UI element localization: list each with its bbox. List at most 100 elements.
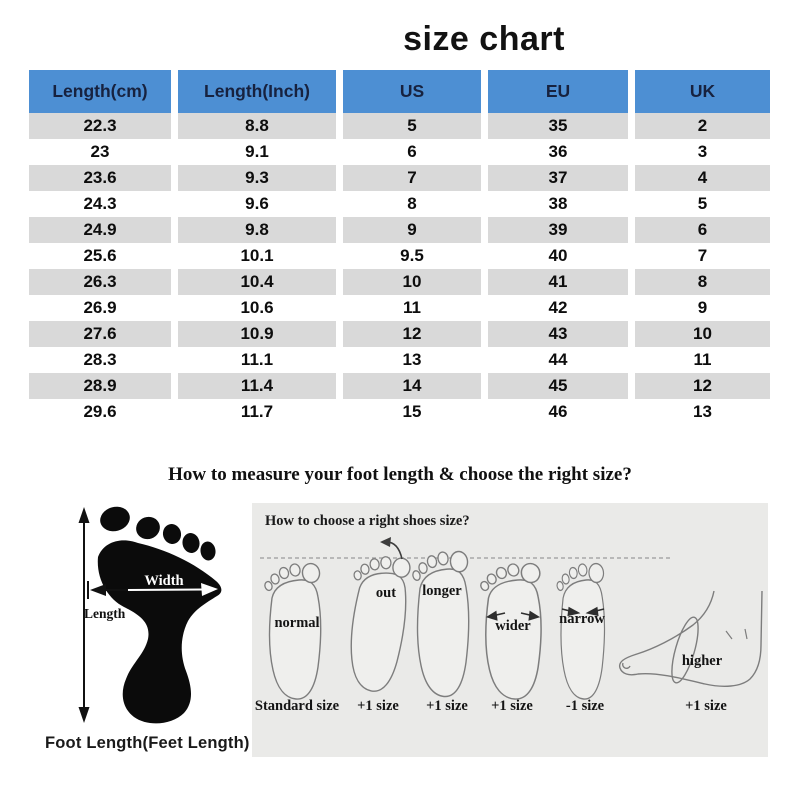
cell-length-cm: 24.3 bbox=[83, 194, 117, 213]
cell-length-inch: 10.6 bbox=[240, 298, 274, 317]
wider-arrows bbox=[485, 610, 541, 621]
cell-eu: 35 bbox=[488, 113, 628, 139]
cell-uk: 13 bbox=[693, 402, 712, 421]
foot-narrow-icon bbox=[555, 561, 606, 700]
table-row: 26.9 10.6 11 42 9 bbox=[29, 295, 770, 321]
cell-us: 15 bbox=[402, 402, 422, 421]
table-row: 22.3 8.8 5 35 2 bbox=[29, 113, 770, 139]
cell-us: 9 bbox=[343, 217, 481, 243]
table-body: 22.3 8.8 5 35 2 23 9.1 6 36 3 23.6 9.3 bbox=[29, 113, 770, 425]
cell-us: 12 bbox=[343, 321, 481, 347]
cell-length-inch: 9.3 bbox=[178, 165, 336, 191]
cell-length-cm: 26.9 bbox=[83, 298, 117, 317]
cell-eu: 37 bbox=[488, 165, 628, 191]
cell-length-inch: 10.1 bbox=[240, 246, 274, 265]
cell-length-inch: 11.7 bbox=[240, 402, 274, 421]
width-label: Width bbox=[144, 573, 183, 589]
choose-size-box: How to choose a right shoes size? bbox=[252, 503, 768, 757]
cell-uk: 8 bbox=[635, 269, 770, 295]
cell-length-inch: 10.9 bbox=[178, 321, 336, 347]
table-row: 28.9 11.4 14 45 12 bbox=[29, 373, 770, 399]
label-normal: normal bbox=[274, 615, 319, 631]
length-label: Length bbox=[84, 606, 126, 621]
choose-box-heading: How to choose a right shoes size? bbox=[265, 513, 470, 529]
column-header-length-inch: Length(Inch) bbox=[178, 70, 336, 113]
cell-length-cm: 27.6 bbox=[29, 321, 171, 347]
width-arrow bbox=[87, 581, 218, 599]
cell-length-inch: 9.1 bbox=[245, 142, 269, 161]
cell-uk: 3 bbox=[697, 142, 708, 161]
cell-us: 13 bbox=[402, 350, 422, 369]
choose-size-diagram: normal out longer wider narrow higher St… bbox=[255, 537, 763, 714]
table-row: 24.9 9.8 9 39 6 bbox=[29, 217, 770, 243]
cell-us: 8 bbox=[407, 194, 417, 213]
cell-length-inch: 10.4 bbox=[178, 269, 336, 295]
cell-length-cm: 23.6 bbox=[29, 165, 171, 191]
cell-length-inch: 9.6 bbox=[245, 194, 269, 213]
narrow-arrows bbox=[561, 606, 605, 617]
cell-eu: 36 bbox=[548, 142, 568, 161]
cell-eu: 38 bbox=[548, 194, 568, 213]
cell-eu: 41 bbox=[488, 269, 628, 295]
column-header-us: US bbox=[343, 70, 481, 113]
cell-uk: 12 bbox=[635, 373, 770, 399]
cell-eu: 39 bbox=[488, 217, 628, 243]
label-narrow: narrow bbox=[559, 611, 605, 627]
cell-uk: 4 bbox=[635, 165, 770, 191]
cell-length-cm: 26.3 bbox=[29, 269, 171, 295]
size-standard: Standard size bbox=[255, 698, 340, 714]
table-header-row: Length(cm) Length(Inch) US EU UK bbox=[29, 70, 770, 113]
size-narrow: -1 size bbox=[566, 698, 605, 714]
cell-us: 10 bbox=[343, 269, 481, 295]
size-wider: +1 size bbox=[491, 698, 533, 714]
cell-us: 6 bbox=[407, 142, 417, 161]
label-higher: higher bbox=[682, 653, 723, 669]
cell-uk: 7 bbox=[697, 246, 708, 265]
size-conversion-table: Length(cm) Length(Inch) US EU UK 22.3 8.… bbox=[29, 70, 770, 425]
cell-us: 11 bbox=[403, 298, 421, 317]
foot-out-icon bbox=[338, 550, 414, 695]
measure-section-heading: How to measure your foot length & choose… bbox=[168, 464, 632, 485]
cell-us: 5 bbox=[343, 113, 481, 139]
table-row: 28.3 11.1 13 44 11 bbox=[29, 347, 770, 373]
out-curved-arrow bbox=[380, 537, 403, 560]
table-row: 27.6 10.9 12 43 10 bbox=[29, 321, 770, 347]
cell-uk: 11 bbox=[693, 350, 712, 369]
table-row: 29.6 11.7 15 46 13 bbox=[29, 399, 770, 425]
table-row: 23.6 9.3 7 37 4 bbox=[29, 165, 770, 191]
cell-length-cm: 29.6 bbox=[83, 402, 117, 421]
cell-length-cm: 28.3 bbox=[83, 350, 117, 369]
label-longer: longer bbox=[422, 583, 462, 599]
cell-length-cm: 24.9 bbox=[29, 217, 171, 243]
cell-eu: 40 bbox=[548, 246, 568, 265]
cell-uk: 5 bbox=[697, 194, 708, 213]
foot-longer-icon bbox=[411, 549, 470, 698]
label-wider: wider bbox=[495, 618, 531, 634]
cell-eu: 46 bbox=[548, 402, 568, 421]
cell-length-cm: 28.9 bbox=[29, 373, 171, 399]
table-row: 24.3 9.6 8 38 5 bbox=[29, 191, 770, 217]
cell-uk: 6 bbox=[635, 217, 770, 243]
footprint-diagram: Width Length bbox=[78, 506, 222, 724]
cell-us: 9.5 bbox=[400, 246, 424, 265]
label-out: out bbox=[376, 585, 396, 601]
footprint-silhouette-icon bbox=[97, 506, 222, 724]
cell-length-cm: 25.6 bbox=[83, 246, 117, 265]
foot-length-caption: Foot Length(Feet Length) bbox=[45, 734, 250, 752]
cell-eu: 43 bbox=[488, 321, 628, 347]
table-row: 25.6 10.1 9.5 40 7 bbox=[29, 243, 770, 269]
cell-uk: 2 bbox=[635, 113, 770, 139]
cell-uk: 9 bbox=[697, 298, 708, 317]
table-row: 23 9.1 6 36 3 bbox=[29, 139, 770, 165]
cell-us: 14 bbox=[343, 373, 481, 399]
cell-uk: 10 bbox=[635, 321, 770, 347]
size-higher: +1 size bbox=[685, 698, 727, 714]
column-header-eu: EU bbox=[488, 70, 628, 113]
cell-length-inch: 11.1 bbox=[240, 350, 274, 369]
size-out: +1 size bbox=[357, 698, 399, 714]
cell-eu: 42 bbox=[548, 298, 568, 317]
column-header-uk: UK bbox=[635, 70, 770, 113]
cell-eu: 45 bbox=[488, 373, 628, 399]
column-header-length-cm: Length(cm) bbox=[29, 70, 171, 113]
